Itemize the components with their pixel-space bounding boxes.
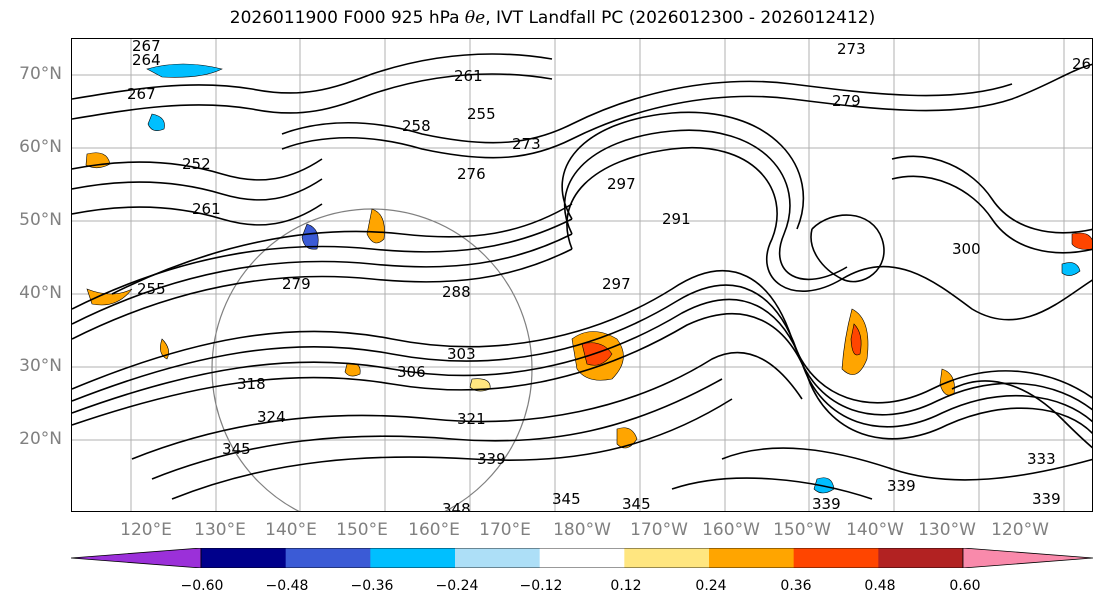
contour-label: 261 xyxy=(192,200,221,218)
lat-label-60: 60°N xyxy=(19,137,62,157)
contour-label: 339 xyxy=(812,495,841,512)
colorbar-extend-left xyxy=(71,548,202,568)
lon-label: 160°E xyxy=(408,520,460,540)
colorbar-tick: −0.12 xyxy=(519,578,563,594)
colorbar-tick: 0.12 xyxy=(610,578,642,594)
map-panel: 267 264 267 261 258 255 273 276 279 288 … xyxy=(71,38,1093,512)
colorbar-tick: −0.36 xyxy=(350,578,394,594)
colorbar-cell xyxy=(539,548,625,568)
colorbar-cell xyxy=(370,548,456,568)
colorbar-tick: −0.48 xyxy=(265,578,309,594)
colorbar-tick: −0.24 xyxy=(435,578,479,594)
contour-label: 300 xyxy=(952,240,981,258)
contour-label: 279 xyxy=(832,92,861,110)
lon-label: 120°W xyxy=(991,520,1049,540)
contour-label: 267 xyxy=(127,85,156,103)
colorbar-cells xyxy=(200,548,964,568)
contour-label: 258 xyxy=(402,117,431,135)
lon-label: 170°W xyxy=(630,520,688,540)
contour-label: 321 xyxy=(457,410,486,428)
theta-e-contours xyxy=(72,53,1092,500)
contour-label: 279 xyxy=(282,275,311,293)
lat-label-20: 20°N xyxy=(19,429,62,449)
contour-label: 273 xyxy=(512,135,541,153)
contour-label: 297 xyxy=(602,275,631,293)
lat-label-50: 50°N xyxy=(19,210,62,230)
colorbar-cell xyxy=(793,548,879,568)
contour-label: 297 xyxy=(607,175,636,193)
contour-label: 288 xyxy=(442,283,471,301)
contour-label: 264 xyxy=(132,51,161,69)
contour-label: 318 xyxy=(237,375,266,393)
shaded-anomalies xyxy=(85,63,1092,494)
colorbar xyxy=(71,548,1093,568)
contour-label: 291 xyxy=(662,210,691,228)
colorbar-cell xyxy=(201,548,287,568)
contour-label: 261 xyxy=(454,67,483,85)
map-title: 2026011900 F000 925 hPa θe, IVT Landfall… xyxy=(229,8,876,28)
lat-label-30: 30°N xyxy=(19,356,62,376)
lat-label-40: 40°N xyxy=(19,283,62,303)
contour-label: 333 xyxy=(1027,450,1056,468)
colorbar-extend-right xyxy=(962,548,1093,568)
lon-label: 150°E xyxy=(336,520,388,540)
colorbar-cell xyxy=(455,548,541,568)
contour-label: 303 xyxy=(447,345,476,363)
contour-label: 255 xyxy=(137,280,166,298)
colorbar-tick: 0.24 xyxy=(695,578,727,594)
lon-label: 120°E xyxy=(120,520,172,540)
contour-labels: 267 264 267 261 258 255 273 276 279 288 … xyxy=(127,39,1093,512)
lon-label: 160°W xyxy=(702,520,760,540)
lon-label: 130°W xyxy=(918,520,976,540)
colorbar-tick: 0.36 xyxy=(780,578,812,594)
contour-label: 345 xyxy=(622,495,651,512)
contour-label: 339 xyxy=(887,477,916,495)
contour-label: 273 xyxy=(837,40,866,58)
colorbar-tick: 0.48 xyxy=(864,578,896,594)
lon-label: 150°W xyxy=(773,520,831,540)
contour-label: 276 xyxy=(457,165,486,183)
colorbar-cell xyxy=(709,548,795,568)
contour-label: 339 xyxy=(1032,490,1061,508)
contour-label: 345 xyxy=(222,440,251,458)
lat-label-70: 70°N xyxy=(19,64,62,84)
colorbar-cell xyxy=(624,548,710,568)
contour-label: 339 xyxy=(477,450,506,468)
contour-map: 267 264 267 261 258 255 273 276 279 288 … xyxy=(72,39,1093,512)
contour-label: 324 xyxy=(257,408,286,426)
contour-label: 255 xyxy=(467,105,496,123)
contour-label: 261 xyxy=(1072,55,1093,73)
lon-label: 130°E xyxy=(194,520,246,540)
lon-label: 170°E xyxy=(479,520,531,540)
contour-label: 267 xyxy=(132,39,161,55)
lon-label: 180°W xyxy=(553,520,611,540)
colorbar-tick: 0.60 xyxy=(949,578,981,594)
contour-label: 345 xyxy=(552,490,581,508)
lon-label: 140°W xyxy=(846,520,904,540)
colorbar-tick: −0.60 xyxy=(180,578,224,594)
lon-label: 140°E xyxy=(265,520,317,540)
contour-label: 306 xyxy=(397,363,426,381)
contour-label: 348 xyxy=(442,500,471,512)
contour-label: 252 xyxy=(182,155,211,173)
colorbar-cell xyxy=(878,548,964,568)
colorbar-cell xyxy=(285,548,371,568)
